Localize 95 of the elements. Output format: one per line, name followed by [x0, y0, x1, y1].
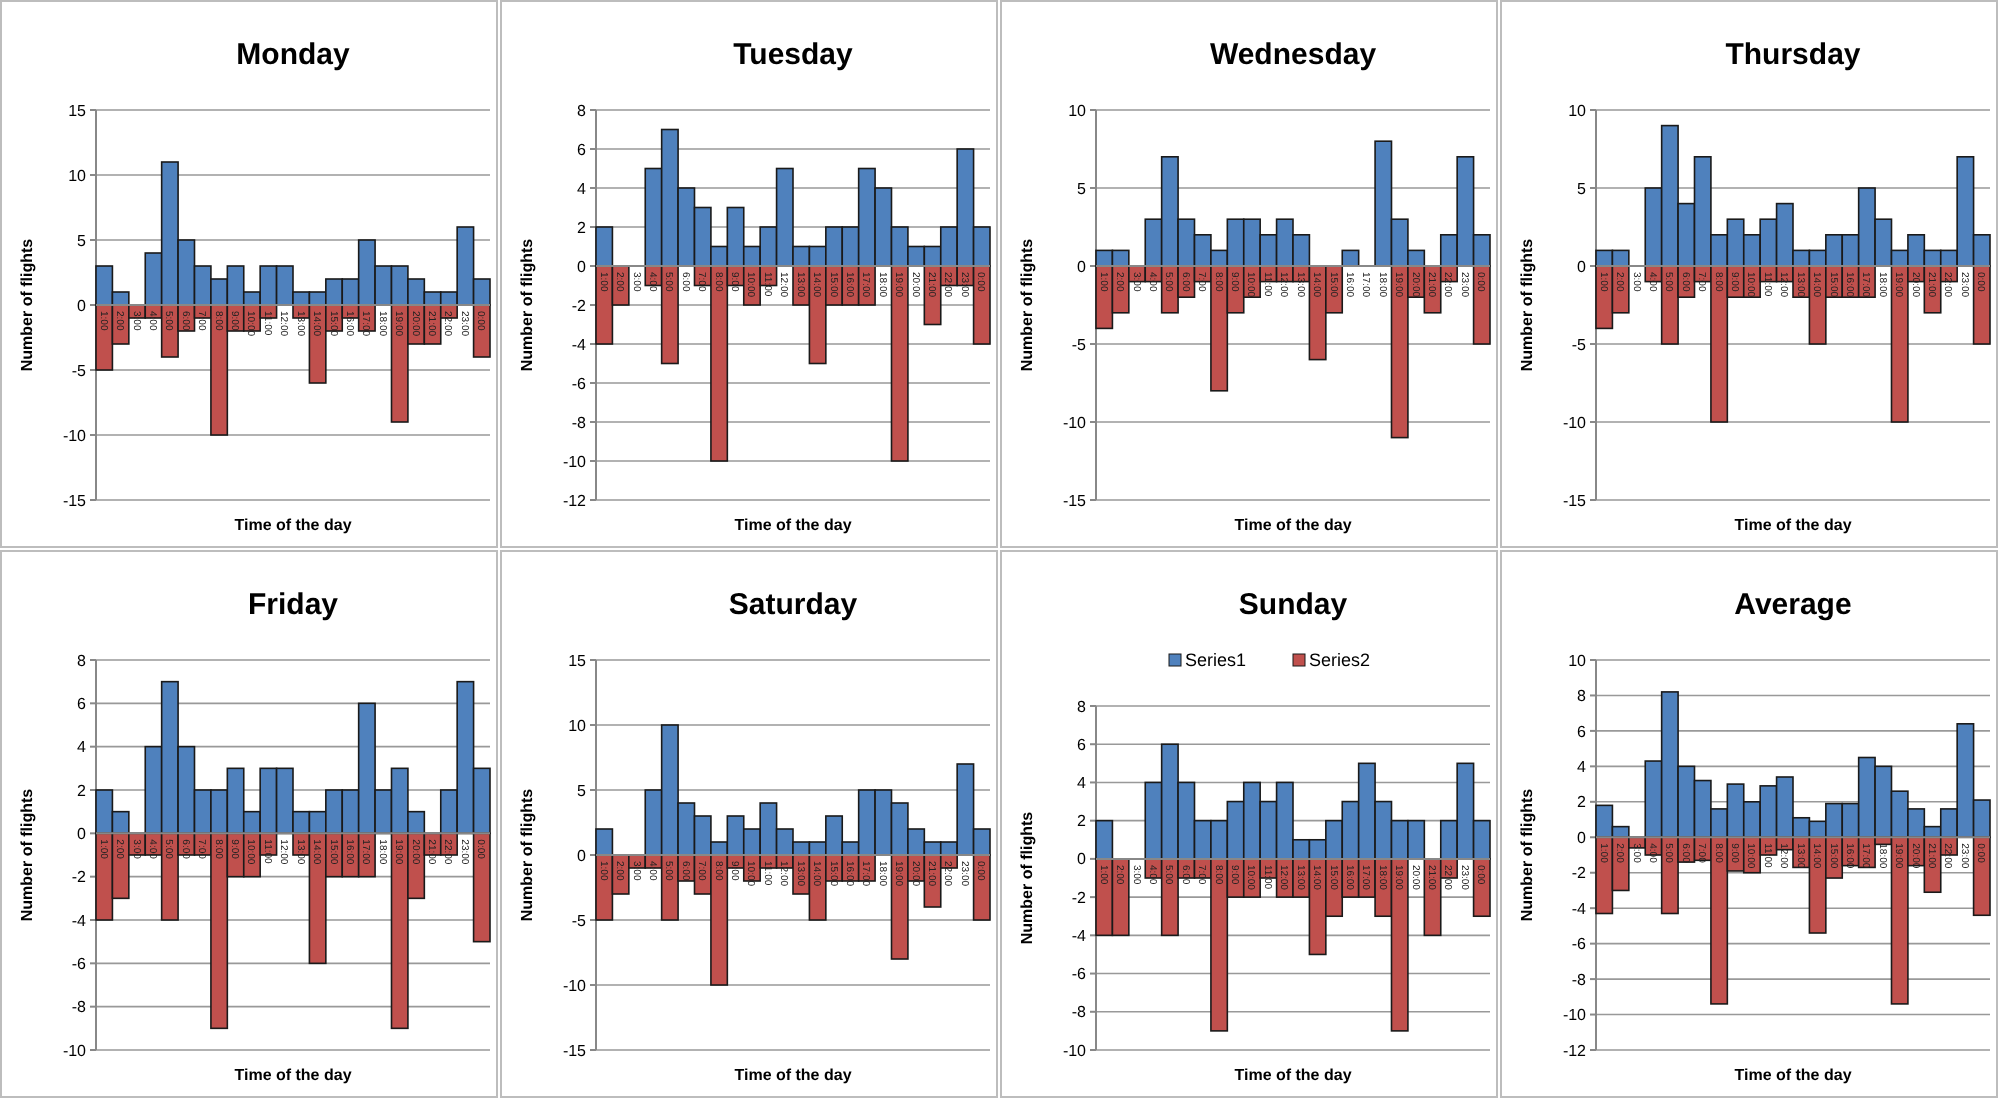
y-tick-label: -4: [1071, 926, 1088, 945]
y-tick-label: 2: [577, 218, 588, 237]
x-axis-title: Time of the day: [734, 1066, 853, 1084]
y-tick-label: 6: [1577, 722, 1588, 741]
y-tick-label: -5: [571, 911, 588, 930]
y-tick-label: -10: [62, 1041, 88, 1060]
y-tick-label: 10: [68, 166, 88, 185]
y-tick-label: 4: [1077, 774, 1088, 793]
y-axis-title: Number of flights: [518, 237, 536, 372]
y-tick-label: 6: [77, 694, 88, 713]
y-tick-label: -6: [571, 374, 588, 393]
y-tick-label: -12: [1562, 1041, 1588, 1060]
chart-title: Wednesday: [1209, 38, 1378, 72]
y-tick-label: -8: [1571, 970, 1588, 989]
y-tick-label: 5: [1077, 179, 1088, 198]
y-tick-label: 0: [1577, 828, 1588, 847]
y-axis-title: Number of flights: [1018, 237, 1036, 372]
x-axis-title: Time of the day: [234, 1066, 353, 1084]
y-tick-label: -4: [71, 911, 88, 930]
legend-label: Series2: [1309, 650, 1371, 670]
y-tick-label: -2: [71, 868, 88, 887]
y-tick-label: 6: [1077, 735, 1088, 754]
y-tick-label: -6: [1071, 965, 1088, 984]
y-tick-label: -2: [1571, 864, 1588, 883]
y-tick-label: -10: [562, 452, 588, 471]
y-tick-label: -2: [571, 296, 588, 315]
y-tick-label: 5: [1577, 179, 1588, 198]
y-tick-label: 0: [77, 824, 88, 843]
y-tick-label: -8: [571, 413, 588, 432]
y-tick-label: 2: [1577, 793, 1588, 812]
y-tick-label: -15: [1562, 491, 1588, 510]
x-axis-title: Time of the day: [1734, 1066, 1853, 1084]
y-tick-label: 6: [577, 140, 588, 159]
y-tick-label: 0: [1577, 257, 1588, 276]
chart-title: Average: [1734, 588, 1852, 622]
y-tick-label: -10: [562, 976, 588, 995]
y-tick-label: 0: [577, 846, 588, 865]
y-tick-label: 4: [77, 738, 88, 757]
y-tick-label: 10: [568, 716, 588, 735]
y-tick-label: 8: [577, 101, 588, 120]
y-tick-label: -15: [62, 491, 88, 510]
y-tick-label: -10: [1062, 413, 1088, 432]
y-tick-label: -8: [1071, 1003, 1088, 1022]
x-axis-title: Time of the day: [1234, 516, 1353, 534]
y-tick-label: 2: [77, 781, 88, 800]
x-axis-title: Time of the day: [1734, 516, 1853, 534]
x-axis-title: Time of the day: [234, 516, 353, 534]
y-tick-label: -12: [562, 491, 588, 510]
y-tick-label: 8: [1577, 687, 1588, 706]
y-tick-label: -6: [1571, 935, 1588, 954]
y-axis-title: Number of flights: [18, 787, 36, 922]
chart-title: Saturday: [728, 588, 859, 622]
y-axis-title: Number of flights: [518, 787, 536, 922]
y-axis-title: Number of flights: [1518, 787, 1536, 922]
y-tick-label: 0: [77, 296, 88, 315]
y-tick-label: 0: [577, 257, 588, 276]
y-tick-label: -10: [62, 426, 88, 445]
y-tick-label: 0: [1077, 257, 1088, 276]
y-tick-label: 4: [1577, 757, 1588, 776]
y-tick-label: 4: [577, 179, 588, 198]
y-tick-label: -2: [1071, 888, 1088, 907]
y-axis-title: Number of flights: [1018, 810, 1036, 945]
y-tick-label: -6: [71, 954, 88, 973]
y-tick-label: -10: [1562, 1006, 1588, 1025]
y-tick-label: 15: [568, 651, 588, 670]
y-tick-label: 2: [1077, 812, 1088, 831]
y-tick-label: -5: [1571, 335, 1588, 354]
chart-title: Monday: [236, 38, 351, 72]
y-tick-label: 0: [1077, 850, 1088, 869]
legend-label: Series1: [1185, 650, 1247, 670]
y-tick-label: 10: [1068, 101, 1088, 120]
y-axis-title: Number of flights: [1518, 237, 1536, 372]
chart-title: Tuesday: [733, 38, 855, 72]
y-tick-label: 8: [1077, 697, 1088, 716]
chart-title: Sunday: [1238, 588, 1349, 622]
y-tick-label: -15: [562, 1041, 588, 1060]
y-tick-label: 5: [77, 231, 88, 250]
y-tick-label: 10: [1568, 651, 1588, 670]
y-tick-label: -15: [1062, 491, 1088, 510]
y-tick-label: -10: [1062, 1041, 1088, 1060]
chart-title: Friday: [247, 588, 340, 622]
x-axis-title: Time of the day: [1234, 1066, 1353, 1084]
y-tick-label: -10: [1562, 413, 1588, 432]
y-axis-title: Number of flights: [18, 237, 36, 372]
y-tick-label: 8: [77, 651, 88, 670]
y-tick-label: -5: [1071, 335, 1088, 354]
y-tick-label: -4: [1571, 899, 1588, 918]
x-axis-title: Time of the day: [734, 516, 853, 534]
y-tick-label: -8: [71, 998, 88, 1017]
y-tick-label: 5: [577, 781, 588, 800]
y-tick-label: 10: [1568, 101, 1588, 120]
y-tick-label: 15: [68, 101, 88, 120]
y-tick-label: -4: [571, 335, 588, 354]
chart-title: Thursday: [1725, 38, 1862, 72]
y-tick-label: -5: [71, 361, 88, 380]
